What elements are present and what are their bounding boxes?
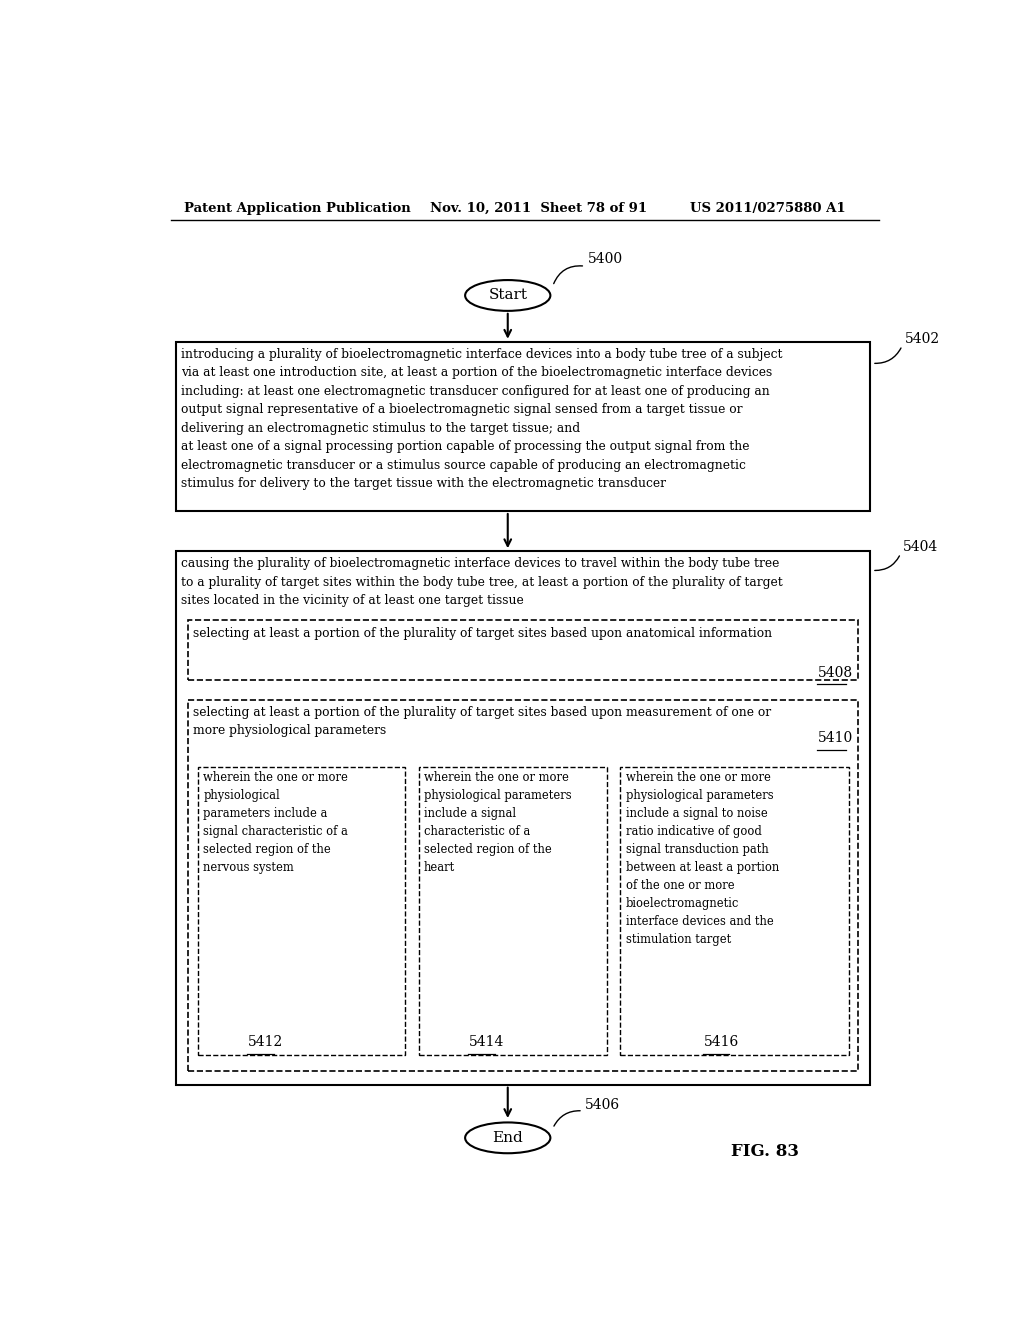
- Text: Patent Application Publication: Patent Application Publication: [183, 202, 411, 215]
- Bar: [187, 700, 858, 1071]
- Text: 5400: 5400: [588, 252, 623, 267]
- Ellipse shape: [465, 280, 550, 312]
- Bar: [176, 552, 869, 1085]
- Text: 5410: 5410: [818, 731, 853, 744]
- Text: wherein the one or more
physiological parameters
include a signal
characteristic: wherein the one or more physiological pa…: [424, 771, 571, 874]
- Bar: [176, 342, 869, 511]
- Text: wherein the one or more
physiological parameters
include a signal to noise
ratio: wherein the one or more physiological pa…: [626, 771, 779, 946]
- Text: wherein the one or more
physiological
parameters include a
signal characteristic: wherein the one or more physiological pa…: [203, 771, 348, 874]
- Text: causing the plurality of bioelectromagnetic interface devices to travel within t: causing the plurality of bioelectromagne…: [181, 557, 783, 607]
- Text: FIG. 83: FIG. 83: [731, 1143, 799, 1159]
- Text: 5402: 5402: [904, 333, 940, 346]
- Text: 5412: 5412: [248, 1035, 284, 1049]
- Text: US 2011/0275880 A1: US 2011/0275880 A1: [690, 202, 846, 215]
- Bar: [198, 767, 406, 1056]
- Text: 5404: 5404: [903, 540, 938, 554]
- Text: 5414: 5414: [469, 1035, 505, 1049]
- Bar: [419, 767, 607, 1056]
- Bar: [187, 620, 858, 681]
- Bar: [621, 767, 849, 1056]
- Text: introducing a plurality of bioelectromagnetic interface devices into a body tube: introducing a plurality of bioelectromag…: [181, 348, 783, 490]
- Text: selecting at least a portion of the plurality of target sites based upon measure: selecting at least a portion of the plur…: [194, 706, 771, 738]
- Text: Start: Start: [488, 289, 527, 302]
- Text: 5406: 5406: [586, 1098, 621, 1111]
- Text: Nov. 10, 2011  Sheet 78 of 91: Nov. 10, 2011 Sheet 78 of 91: [430, 202, 647, 215]
- Text: selecting at least a portion of the plurality of target sites based upon anatomi: selecting at least a portion of the plur…: [194, 627, 772, 640]
- Text: End: End: [493, 1131, 523, 1144]
- Text: 5408: 5408: [818, 665, 853, 680]
- Ellipse shape: [465, 1122, 550, 1154]
- Text: 5416: 5416: [703, 1035, 739, 1049]
